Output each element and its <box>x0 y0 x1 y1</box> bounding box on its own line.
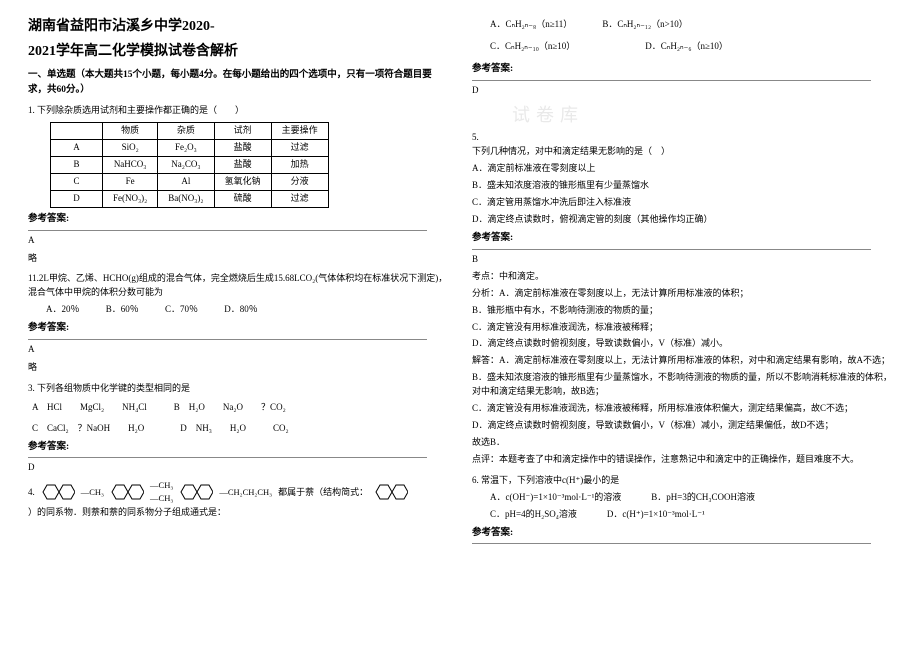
section-1-heading: 一、单选题（本大题共15个小题，每小题4分。在每小题给出的四个选项中，只有一项符… <box>28 68 448 97</box>
q2-answer: A <box>28 343 448 357</box>
divider <box>472 80 871 81</box>
q4-options-2: C．CₙH₂ₙ₋₁₀（n≥10） D．CₙH₂ₙ₋₆（n≥10） <box>472 40 892 54</box>
q3-row-a: A HCl MgCl₂ NH₄Cl B H₂O Na₂O ？CO₂ <box>28 401 448 415</box>
left-column: 湖南省益阳市沾溪乡中学2020- 2021学年高二化学模拟试卷含解析 一、单选题… <box>28 18 448 547</box>
q1-answer: A <box>28 234 448 248</box>
answer-label: 参考答案: <box>28 440 448 455</box>
q5-jieda-c: C．滴定管没有用标准液润洗，标准液被稀释，所用标准液体积偏大，测定结果偏高，故C… <box>472 402 892 416</box>
table-row: BNaHCO₃Na₂CO₃盐酸加热 <box>51 157 329 174</box>
question-3: 3. 下列各组物质中化学键的类型相同的是 A HCl MgCl₂ NH₄Cl B… <box>28 382 448 475</box>
divider <box>472 249 871 250</box>
q4-prefix: 4. <box>28 486 35 500</box>
q5-fenxi-b: B．锥形瓶中有水，不影响待测液的物质的量； <box>472 304 892 318</box>
answer-label: 参考答案: <box>472 62 892 77</box>
doc-title-2: 2021学年高二化学模拟试卷含解析 <box>28 43 448 62</box>
q6-options: A．c(OH⁻)=1×10⁻³mol·L⁻¹的溶液 B．pH=3的CH₃COOH… <box>472 491 892 505</box>
table-row: ASiO₂Fe₂O₃盐酸过滤 <box>51 140 329 157</box>
table-row: 物质 杂质 试剂 主要操作 <box>51 123 329 140</box>
table-row: DFe(NO₃)₂Ba(NO₃)₂硫酸过滤 <box>51 190 329 207</box>
answer-label: 参考答案: <box>472 526 892 541</box>
divider <box>472 543 871 544</box>
q5-opt-a: A．滴定前标准液在零刻度以上 <box>472 162 892 176</box>
q4-answer: D <box>472 84 892 98</box>
question-4: 4. —CH₃ —CH₃—CH₃ —CH₂CH₂CH₃ 都属于萘（结构简式： <box>28 479 448 505</box>
divider <box>28 339 427 340</box>
q5-opt-c: C．滴定管用蒸馏水冲洗后即注入标准液 <box>472 196 892 210</box>
answer-label: 参考答案: <box>28 321 448 336</box>
answer-label: 参考答案: <box>472 231 892 246</box>
q3-row-c: C CaCl₂ ？NaOH H₂O D NH₃ H₂O CO₂ <box>28 422 448 436</box>
q5-dianping: 点评：本题考查了中和滴定操作中的错误操作，注意熟记中和滴定中的正确操作，题目难度… <box>472 453 892 467</box>
q5-fenxi-c: C．滴定管没有用标准液润洗，标准液被稀释； <box>472 321 892 335</box>
q5-jieda-b: B．盛未知浓度溶液的锥形瓶里有少量蒸馏水，不影响待测液的物质的量，所以不影响消耗… <box>472 371 892 399</box>
divider <box>28 457 427 458</box>
q5-kaodian: 考点：中和滴定。 <box>472 270 892 284</box>
q4-options: A．CₙH₂ₙ₋₈（n≥11） B．CₙH₂ₙ₋₁₂（n>10） <box>472 18 892 32</box>
question-1: 1. 下列除杂质选用试剂和主要操作都正确的是（ ） 物质 杂质 试剂 主要操作 … <box>28 104 448 265</box>
q3-stem: 3. 下列各组物质中化学键的类型相同的是 <box>28 382 448 396</box>
q5-guxuan: 故选B． <box>472 436 892 450</box>
q5-opt-d: D．滴定终点读数时，俯视滴定管的刻度（其他操作均正确） <box>472 213 892 227</box>
q5-opt-b: B．盛未知浓度溶液的锥形瓶里有少量蒸馏水 <box>472 179 892 193</box>
naphthalene-icon <box>179 483 213 501</box>
q1-table: 物质 杂质 试剂 主要操作 ASiO₂Fe₂O₃盐酸过滤 BNaHCO₃Na₂C… <box>50 122 329 208</box>
q5-stem: 下列几种情况，对中和滴定结果无影响的是（ ） <box>472 145 892 159</box>
right-column: A．CₙH₂ₙ₋₈（n≥11） B．CₙH₂ₙ₋₁₂（n>10） C．CₙH₂ₙ… <box>472 18 892 547</box>
question-6: 6. 常温下，下列溶液中c(H⁺)最小的是 A．c(OH⁻)=1×10⁻³mol… <box>472 474 892 545</box>
q2-stem: 11.2L甲烷、乙烯、HCHO(g)组成的混合气体，完全燃烧后生成15.68LC… <box>28 272 448 300</box>
question-2: 11.2L甲烷、乙烯、HCHO(g)组成的混合气体，完全燃烧后生成15.68LC… <box>28 272 448 374</box>
q1-note: 略 <box>28 252 448 266</box>
naphthalene-icon <box>374 483 408 501</box>
q3-answer: D <box>28 461 448 475</box>
answer-label: 参考答案: <box>28 212 448 227</box>
q5-answer: B <box>472 253 892 267</box>
q2-options: A．20％ B．60％ C．70％ D．80％ <box>28 303 448 317</box>
naphthalene-icon <box>110 483 144 501</box>
watermark: 试卷库 <box>512 102 892 130</box>
doc-title-1: 湖南省益阳市沾溪乡中学2020- <box>28 18 448 37</box>
naphthalene-icon <box>41 483 75 501</box>
q1-stem: 1. 下列除杂质选用试剂和主要操作都正确的是（ ） <box>28 104 448 118</box>
q5-num: 5. <box>472 131 892 145</box>
q2-note: 略 <box>28 361 448 375</box>
q5-fenxi-d: D．滴定终点读数时俯视刻度，导致读数偏小，V（标准）减小。 <box>472 337 892 351</box>
q5-jieda-a: 解答：A．滴定前标准液在零刻度以上，无法计算所用标准液的体积，对中和滴定结果有影… <box>472 354 892 368</box>
q5-jieda-d: D．滴定终点读数时俯视刻度，导致读数偏小，V（标准）减小，测定结果偏低，故D不选… <box>472 419 892 433</box>
q5-fenxi-a: 分析：A．滴定前标准液在零刻度以上，无法计算所用标准液的体积； <box>472 287 892 301</box>
divider <box>28 230 427 231</box>
q6-options-2: C．pH=4的H₂SO₄溶液 D．c(H⁺)=1×10⁻³mol·L⁻¹ <box>472 508 892 522</box>
q4-mid: 都属于萘（结构简式： <box>278 486 368 500</box>
q4-tail: ）的同系物．则萘和萘的同系物分子组成通式是： <box>28 506 448 520</box>
table-row: CFeAl氢氧化钠分液 <box>51 173 329 190</box>
q6-stem: 6. 常温下，下列溶液中c(H⁺)最小的是 <box>472 474 892 488</box>
